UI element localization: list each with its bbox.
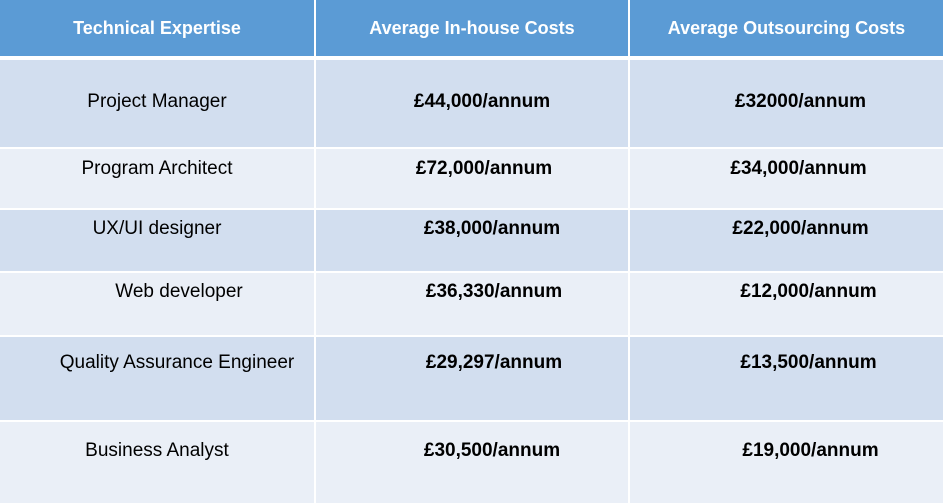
outsourcing-cost-cell: £34,000/annum: [628, 149, 943, 208]
header-outsourcing-costs: Average Outsourcing Costs: [628, 0, 943, 56]
outsourcing-cost-cell: £19,000/annum: [628, 422, 943, 503]
in-house-cost: £30,500/annum: [423, 439, 561, 461]
expertise-cell: Program Architect: [0, 149, 314, 208]
outsourcing-cost: £22,000/annum: [732, 217, 869, 239]
table-row: Web developer £36,330/annum £12,000/annu…: [0, 271, 943, 335]
in-house-cost: £44,000/annum: [413, 90, 551, 112]
in-house-cost: £29,297/annum: [425, 351, 563, 373]
outsourcing-cost-cell: £13,500/annum: [628, 337, 943, 420]
table-row: Program Architect £72,000/annum £34,000/…: [0, 147, 943, 208]
table-row: Business Analyst £30,500/annum £19,000/a…: [0, 420, 943, 503]
outsourcing-cost-cell: £22,000/annum: [628, 210, 943, 271]
outsourcing-cost: £19,000/annum: [742, 439, 879, 461]
in-house-cost-cell: £29,297/annum: [314, 337, 628, 420]
outsourcing-cost-cell: £12,000/annum: [628, 273, 943, 335]
in-house-cost-cell: £30,500/annum: [314, 422, 628, 503]
in-house-cost: £36,330/annum: [425, 281, 563, 302]
table-header-row: Technical Expertise Average In-house Cos…: [0, 0, 943, 56]
expertise-cell: Project Manager: [0, 60, 314, 147]
outsourcing-cost: £12,000/annum: [740, 281, 877, 302]
in-house-cost: £72,000/annum: [415, 157, 553, 179]
in-house-cost-cell: £38,000/annum: [314, 210, 628, 271]
table-row: UX/UI designer £38,000/annum £22,000/ann…: [0, 208, 943, 271]
outsourcing-cost: £34,000/annum: [730, 157, 867, 179]
table-row: Quality Assurance Engineer £29,297/annum…: [0, 335, 943, 420]
header-technical-expertise: Technical Expertise: [73, 17, 241, 38]
outsourcing-cost: £32000/annum: [735, 90, 866, 112]
header-separator: [0, 56, 943, 60]
expertise-cell: Business Analyst: [0, 422, 314, 503]
expertise-cell: Quality Assurance Engineer: [0, 337, 314, 420]
expertise-label: UX/UI designer: [92, 217, 222, 239]
outsourcing-cost: £13,500/annum: [740, 351, 877, 373]
in-house-cost-cell: £44,000/annum: [314, 60, 628, 147]
expertise-label: Quality Assurance Engineer: [59, 351, 295, 373]
expertise-cell: Web developer: [0, 273, 314, 335]
expertise-label: Web developer: [115, 281, 243, 302]
in-house-cost-cell: £72,000/annum: [314, 149, 628, 208]
expertise-label: Project Manager: [87, 90, 227, 112]
header-in-house-costs: Average In-house Costs: [314, 0, 628, 56]
in-house-cost-cell: £36,330/annum: [314, 273, 628, 335]
expertise-label: Business Analyst: [85, 439, 229, 461]
outsourcing-cost-cell: £32000/annum: [628, 60, 943, 147]
in-house-cost: £38,000/annum: [423, 217, 561, 239]
expertise-cell: UX/UI designer: [0, 210, 314, 271]
expertise-label: Program Architect: [81, 157, 233, 179]
table-row: Project Manager £44,000/annum £32000/ann…: [0, 60, 943, 147]
